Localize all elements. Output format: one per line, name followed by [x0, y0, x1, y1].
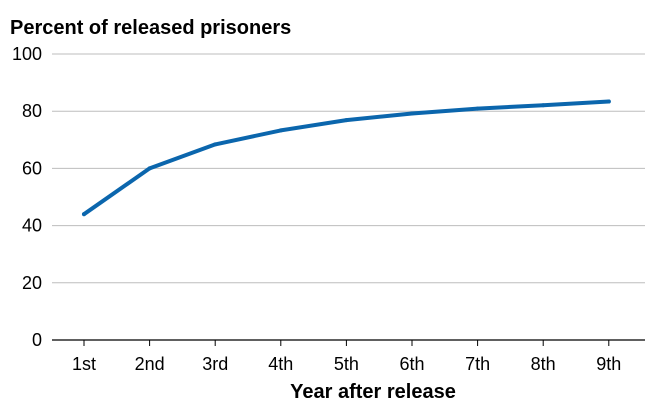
gridlines: [52, 53, 645, 341]
y-tick-label: 80: [22, 101, 42, 121]
x-tick-label: 3rd: [202, 354, 228, 374]
series-layer: [82, 99, 611, 217]
y-tick-label: 20: [22, 273, 42, 293]
data-point: [82, 212, 86, 217]
y-tick-label: 0: [32, 330, 42, 350]
x-tick-label: 2nd: [135, 354, 165, 374]
y-tick-label: 60: [22, 158, 42, 178]
x-tick-label: 9th: [596, 354, 621, 374]
x-tick-label: 6th: [399, 354, 424, 374]
data-point: [147, 166, 152, 171]
data-point: [213, 142, 218, 147]
y-axis-title: Percent of released prisoners: [10, 17, 291, 39]
data-point: [475, 106, 480, 111]
x-axis-ticks: 1st 2nd 3rd 4th 5th 6th 7th 8th 9th: [72, 340, 621, 374]
y-tick-label: 100: [12, 44, 42, 64]
data-point: [410, 111, 414, 116]
x-tick-label: 1st: [72, 354, 96, 374]
x-tick-label: 5th: [334, 354, 359, 374]
data-point: [606, 99, 611, 104]
x-tick-label: 8th: [531, 354, 556, 374]
data-point: [344, 118, 349, 123]
data-point: [541, 103, 546, 108]
x-axis-title: Year after release: [290, 381, 456, 403]
x-tick-label: 7th: [465, 354, 490, 374]
y-tick-label: 40: [22, 216, 42, 236]
data-point: [278, 128, 283, 133]
x-tick-label: 4th: [268, 354, 293, 374]
y-axis-ticks: 0 20 40 60 80 100: [12, 44, 42, 350]
